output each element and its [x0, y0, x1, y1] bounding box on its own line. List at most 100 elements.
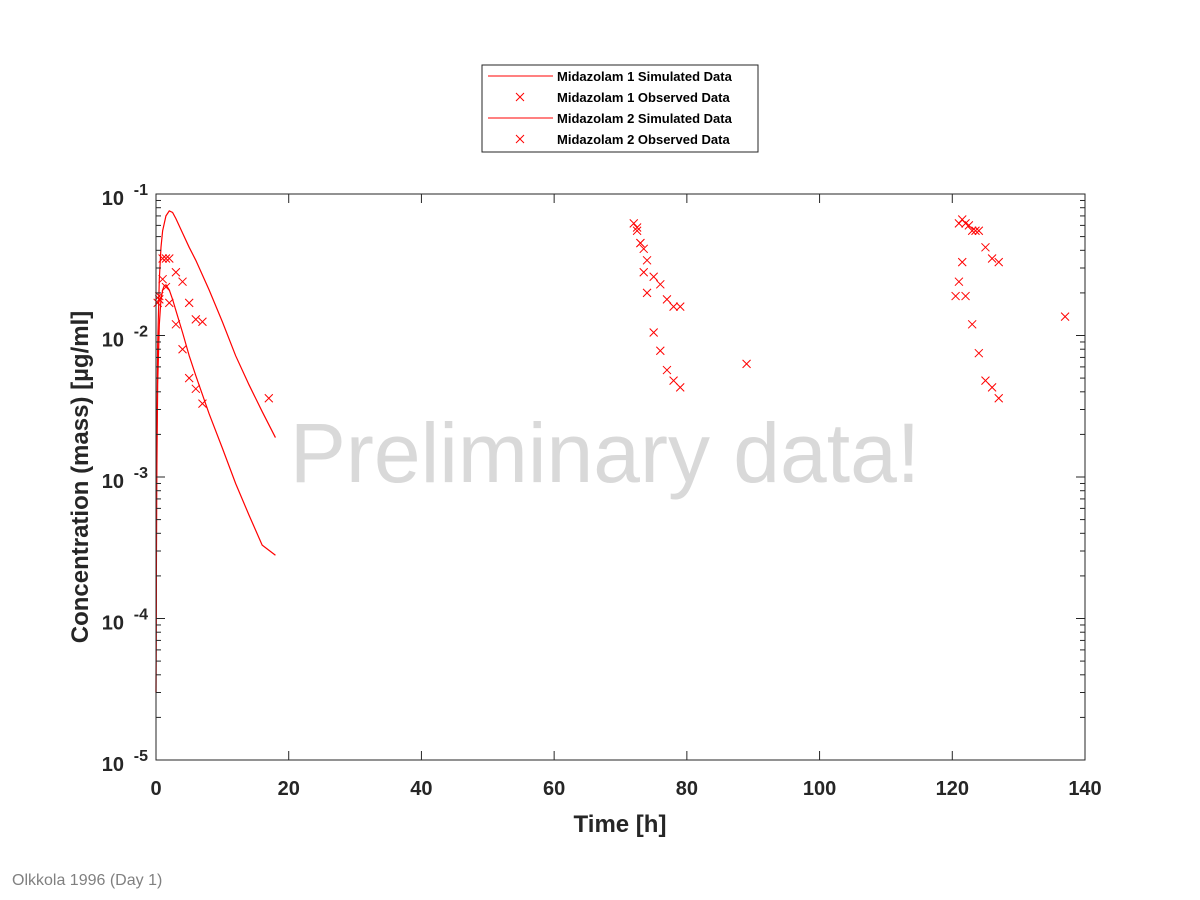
y-tick-label: 10 [102, 613, 124, 635]
data-point-marker [994, 393, 1004, 403]
legend-label: Midazolam 1 Observed Data [557, 90, 730, 105]
legend-x-marker-swatch [515, 134, 525, 144]
data-point-marker [639, 267, 649, 277]
legend-label: Midazolam 2 Observed Data [557, 132, 730, 147]
y-tick-label-exponent: -5 [134, 748, 148, 765]
series-line [155, 210, 276, 693]
legend-entry-2: Midazolam 1 Observed Data [515, 90, 730, 105]
data-point-marker [164, 254, 174, 263]
data-point-marker [981, 242, 990, 252]
x-tick-label: 100 [803, 778, 836, 800]
data-point-marker [191, 384, 201, 394]
data-point-marker [675, 383, 685, 392]
data-point-marker [957, 257, 967, 267]
data-point-marker [742, 359, 751, 369]
legend-label: Midazolam 1 Simulated Data [557, 69, 733, 84]
data-point-marker [954, 277, 964, 287]
plot-area [156, 194, 1085, 760]
y-axis-label: Concentration (mass) [µg/ml] [67, 311, 94, 644]
y-tick-label: 10 [102, 754, 124, 776]
data-point-marker [154, 295, 164, 304]
data-point-marker [158, 254, 167, 263]
series-line [155, 284, 276, 693]
y-tick-label-base: 10 [102, 613, 124, 635]
y-tick-label-exponent: -2 [134, 324, 148, 341]
data-point-marker [632, 226, 642, 236]
data-point-marker [951, 291, 960, 301]
y-tick-label: 10 [102, 188, 124, 210]
data-point-marker [639, 244, 649, 254]
data-point-marker [981, 376, 990, 385]
y-tick-label-exponent: -4 [134, 607, 148, 624]
data-point-marker [636, 238, 645, 248]
data-point-marker [994, 257, 1004, 267]
data-point-marker [1060, 312, 1070, 321]
x-tick-label: 60 [543, 778, 565, 800]
data-point-marker [198, 317, 207, 327]
x-axis-label: Time [h] [574, 811, 667, 838]
footnote: Olkkola 1996 (Day 1) [12, 872, 162, 889]
y-tick-label-exponent: -3 [134, 465, 148, 482]
data-point-marker [161, 282, 171, 292]
data-point-marker [669, 376, 678, 385]
data-point-marker [171, 267, 181, 277]
data-point-marker [662, 295, 672, 304]
series-3 [155, 284, 276, 693]
data-point-marker [184, 373, 194, 383]
y-tick-label-base: 10 [102, 330, 124, 352]
x-tick-label: 80 [676, 778, 698, 800]
data-point-marker [974, 348, 984, 358]
data-point-marker [649, 272, 659, 282]
data-point-marker [655, 279, 665, 289]
x-tick-label: 0 [150, 778, 161, 800]
data-point-marker [967, 226, 977, 236]
data-point-marker [198, 399, 207, 408]
legend: Midazolam 1 Simulated Data Midazolam 1 O… [481, 64, 759, 153]
data-point-marker [987, 383, 997, 392]
legend-entry-1: Midazolam 1 Simulated Data [488, 69, 733, 84]
ticks-layer: 0 20 40 60 80 100 120 140 10 -5 10 -4 10 -3 10 -2 10 -1 [102, 182, 1102, 800]
data-point-marker [967, 319, 977, 329]
series-1 [155, 210, 276, 693]
legend-x-marker-swatch [515, 92, 525, 102]
y-tick-label: 10 [102, 330, 124, 352]
data-point-marker [178, 277, 187, 287]
data-point-marker [669, 302, 678, 311]
legend-label: Midazolam 2 Simulated Data [557, 111, 733, 126]
data-point-marker [158, 274, 167, 284]
y-tick-label-base: 10 [102, 188, 124, 210]
data-point-marker [987, 254, 997, 263]
x-tick-label: 20 [278, 778, 300, 800]
x-tick-label: 40 [410, 778, 432, 800]
series-2 [154, 215, 1070, 403]
series-4 [153, 223, 1004, 408]
series-layer [153, 210, 1070, 693]
y-tick-label-base: 10 [102, 754, 124, 776]
y-tick-label: 10 [102, 471, 124, 493]
data-point-marker [961, 291, 970, 301]
x-tick-label: 120 [936, 778, 969, 800]
data-point-marker [655, 346, 665, 356]
data-point-marker [161, 254, 171, 263]
data-point-marker [191, 315, 201, 324]
data-point-marker [264, 393, 274, 403]
x-tick-label: 140 [1068, 778, 1101, 800]
data-point-marker [964, 221, 974, 230]
data-point-marker [649, 328, 659, 337]
data-point-marker [164, 298, 174, 308]
data-point-marker [632, 223, 642, 232]
data-point-marker [184, 298, 194, 308]
legend-entry-4: Midazolam 2 Observed Data [515, 132, 730, 147]
legend-box [481, 64, 759, 153]
data-point-marker [662, 365, 672, 375]
data-point-marker [642, 288, 652, 298]
watermark: Preliminary data! [290, 406, 920, 500]
data-point-marker [171, 319, 181, 329]
data-point-marker [675, 302, 685, 311]
data-point-marker [642, 255, 652, 265]
legend-entry-3: Midazolam 2 Simulated Data [488, 111, 733, 126]
y-tick-label-base: 10 [102, 471, 124, 493]
data-point-marker [178, 344, 187, 354]
y-tick-label-exponent: -1 [134, 182, 148, 199]
